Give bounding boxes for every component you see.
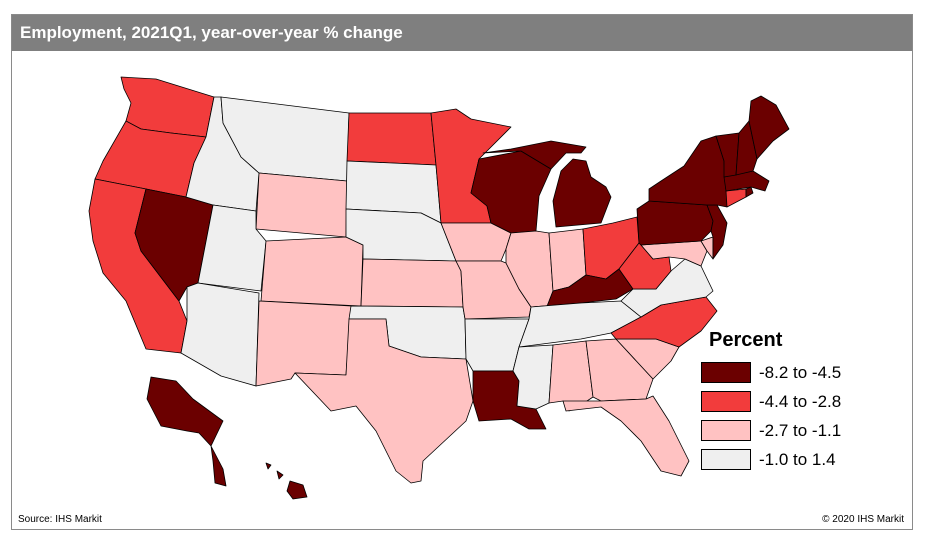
state-WY	[255, 172, 348, 238]
source-note: Source: IHS Markit	[18, 514, 102, 525]
legend-label: -2.7 to -1.1	[759, 420, 842, 440]
state-AZ	[180, 282, 260, 387]
state-FL	[562, 395, 690, 477]
state-ND	[346, 112, 437, 166]
state-KY	[530, 268, 634, 310]
legend-item: -8.2 to -4.5	[701, 358, 901, 387]
state-NJ	[706, 204, 728, 260]
legend-label: -8.2 to -4.5	[759, 362, 842, 382]
state-MS	[512, 344, 554, 410]
state-AL	[548, 340, 594, 412]
legend-swatch	[701, 391, 751, 412]
legend-swatch	[701, 362, 751, 383]
state-KS	[360, 258, 464, 308]
legend-label: -4.4 to -2.8	[759, 391, 842, 411]
map-title: Employment, 2021Q1, year-over-year % cha…	[12, 15, 912, 51]
legend-swatch	[701, 420, 751, 441]
state-RI	[745, 186, 754, 198]
copyright-note: © 2020 IHS Markit	[822, 514, 904, 525]
state-ME	[748, 95, 790, 160]
state-CO	[260, 236, 364, 307]
legend-item: -4.4 to -2.8	[701, 387, 901, 416]
map-frame: Employment, 2021Q1, year-over-year % cha…	[11, 14, 913, 530]
legend-title: Percent	[709, 329, 783, 351]
legend-swatch	[701, 449, 751, 470]
state-VT	[715, 132, 740, 178]
state-AK	[146, 376, 227, 487]
state-PA	[636, 200, 714, 246]
state-TX	[294, 318, 474, 484]
us-states-map	[88, 76, 790, 500]
legend-item: -1.0 to 1.4	[701, 445, 901, 474]
map-legend: Percent -8.2 to -4.5 -4.4 to -2.8 -2.7 t…	[701, 329, 901, 474]
state-MI	[482, 140, 612, 228]
legend-item: -2.7 to -1.1	[701, 416, 901, 445]
state-CT	[725, 188, 747, 208]
state-HI	[265, 462, 308, 500]
legend-label: -1.0 to 1.4	[759, 449, 836, 469]
state-NY	[648, 135, 732, 208]
